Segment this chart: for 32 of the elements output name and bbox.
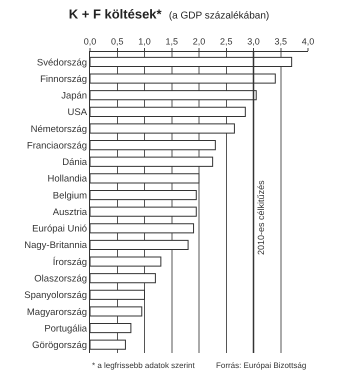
ref-line-label: 2010-es célkitűzés	[256, 180, 266, 255]
x-tick-label: 2,5	[220, 36, 233, 46]
text: Forrás: Európai Bizottság	[216, 361, 306, 370]
x-tick-label: 2,0	[192, 36, 206, 46]
y-tick-label: Belgium	[52, 190, 88, 202]
y-tick-label: Dánia	[62, 157, 88, 168]
y-tick-label: Finnország	[40, 74, 88, 85]
y-tick-label: Olaszország	[34, 273, 88, 284]
chart-title: K + F költések*	[68, 6, 163, 22]
x-tick-label: 3,0	[247, 36, 260, 46]
y-tick-label: Németország	[30, 124, 88, 135]
x-tick-label: 0,0	[84, 36, 96, 46]
y-tick-label: Nagy-Britannia	[24, 240, 88, 252]
y-tick-label: Európai Unió	[32, 224, 88, 235]
x-tick-label: 0,5	[110, 36, 124, 46]
y-tick-label: USA	[68, 107, 88, 118]
y-tick-label: Magyarország	[26, 306, 88, 318]
x-tick-label: 1,5	[165, 36, 178, 46]
y-tick-label: Franciaország	[26, 140, 88, 152]
text: * a legfrissebb adatok szerint	[92, 361, 196, 370]
x-tick-label: 1,0	[138, 36, 151, 46]
y-tick-label: Hollandia	[47, 174, 88, 185]
y-tick-label: Ausztria	[52, 206, 88, 218]
y-tick-label: Spanyolország	[24, 290, 88, 302]
chart-subtitle: (a GDP százalékában)	[168, 10, 270, 22]
y-tick-label: Görögország	[32, 340, 88, 352]
x-tick-label: 4,0	[302, 36, 314, 46]
y-tick-label: Japán	[61, 90, 88, 102]
x-tick-label: 3,5	[274, 36, 288, 46]
y-tick-label: Portugália	[44, 323, 88, 334]
y-tick-label: Svédország	[36, 57, 88, 68]
y-tick-label: Írország	[52, 256, 88, 268]
